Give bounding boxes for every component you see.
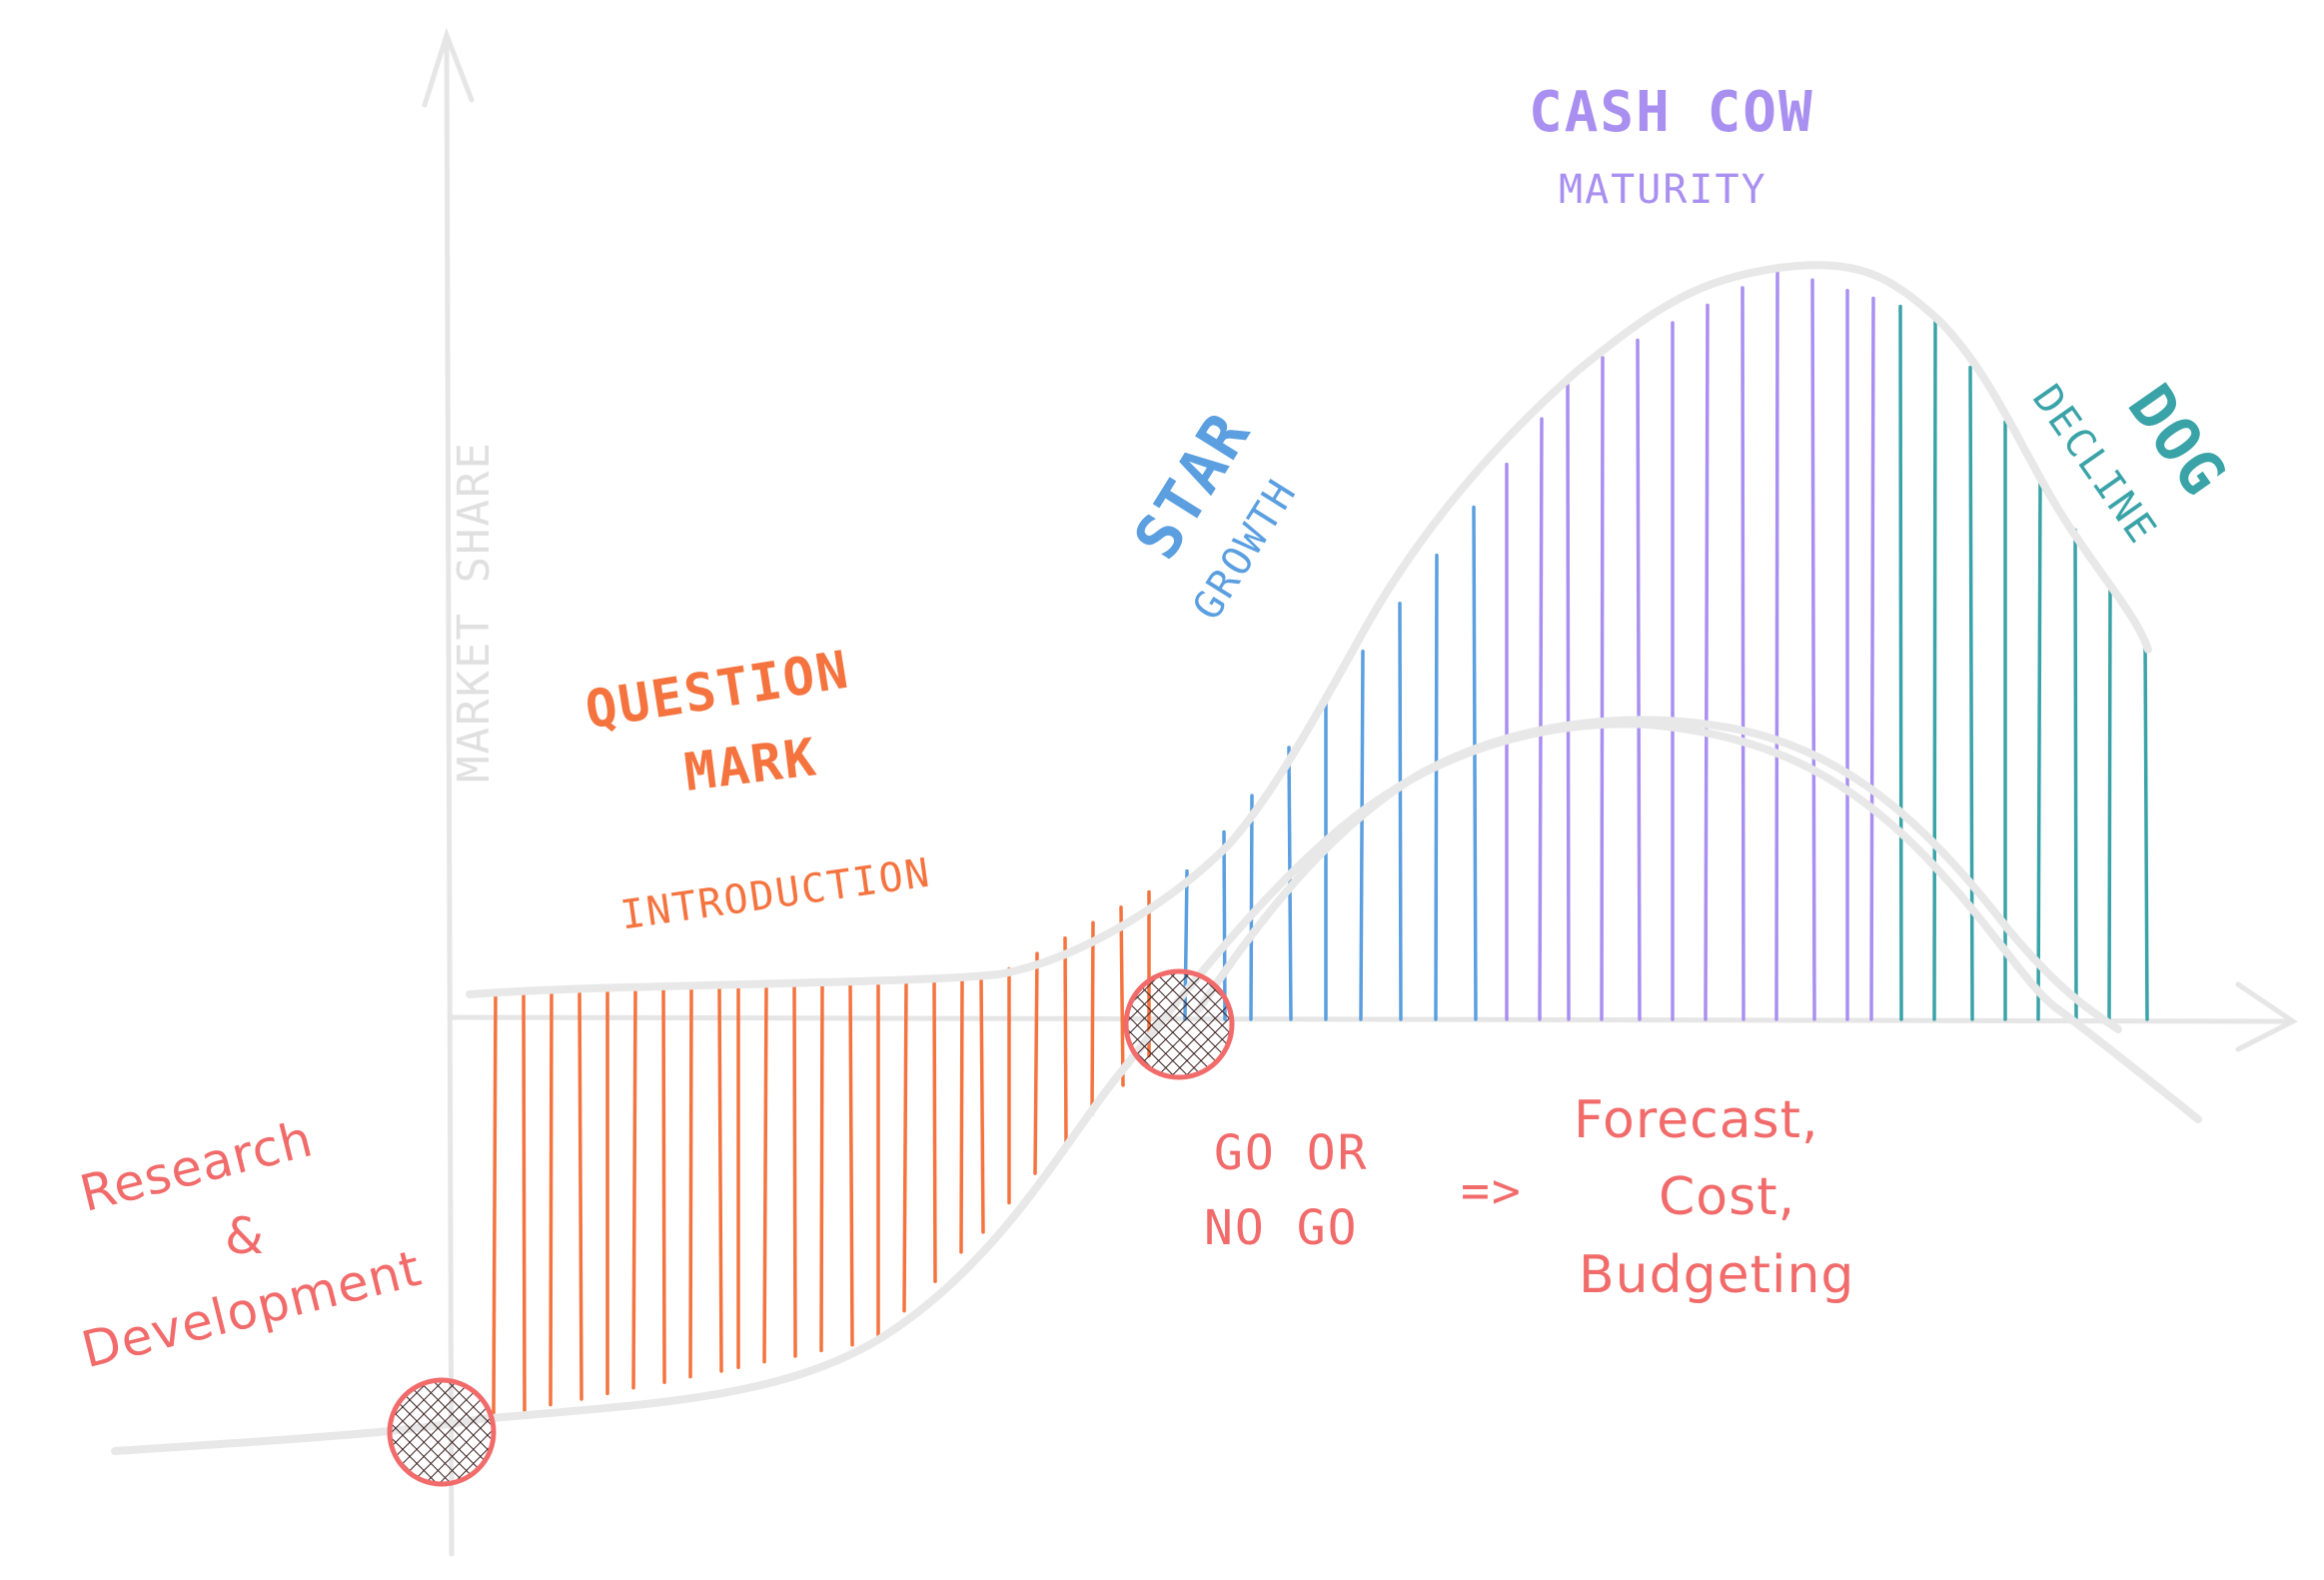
hatch-stroke	[1898, 304, 1903, 1021]
hatch-stroke	[1566, 383, 1571, 1021]
hatch-stroke	[1472, 505, 1478, 1021]
hatch-stroke	[492, 991, 498, 1418]
hatch-stroke	[2107, 582, 2112, 1021]
y-axis-label: MARKET SHARE	[449, 441, 500, 783]
hatch-stroke	[1600, 356, 1605, 1021]
hatch-stroke	[2036, 474, 2042, 1021]
hatch-stroke	[1063, 935, 1068, 1146]
hatch-stroke	[979, 976, 985, 1234]
hatch-stroke	[1704, 303, 1710, 1021]
hatch-stroke	[1222, 829, 1227, 1021]
launch-milestone-icon	[387, 1377, 497, 1487]
hatch-stroke	[1434, 553, 1439, 1021]
hatch-stroke	[1119, 905, 1125, 1087]
hatch-stroke	[1359, 650, 1365, 1021]
cost-label: Cost,	[1659, 1167, 1796, 1227]
hatch-stroke	[2073, 528, 2078, 1021]
go-no-go-milestone-icon	[1123, 968, 1235, 1080]
hatch-stroke	[1774, 268, 1779, 1021]
hatch-stroke	[819, 981, 824, 1353]
revenue-curve	[1195, 716, 2122, 1033]
hatch-stroke	[1968, 365, 1974, 1021]
x-axis-arrow-icon	[2235, 981, 2298, 1052]
lifecycle-upper-curve	[466, 261, 2152, 998]
go-or-label: GO OR	[1214, 1125, 1369, 1181]
forecast-label: Forecast,	[1574, 1090, 1819, 1150]
curves	[111, 261, 2202, 1455]
hatch-stroke	[2143, 637, 2149, 1021]
hatch-stroke	[1398, 601, 1403, 1021]
hatch-stroke	[932, 978, 937, 1283]
hatch-stroke	[1033, 951, 1039, 1175]
milestone-markers	[387, 968, 1235, 1487]
hatch-stroke	[792, 982, 797, 1358]
hatch-stroke	[661, 986, 666, 1384]
y-axis-arrow-icon	[422, 27, 475, 108]
stage-hatching	[492, 268, 2149, 1418]
hatch-stroke	[1932, 315, 1937, 1021]
hatch-stroke	[1090, 920, 1095, 1117]
hatch-stroke	[902, 979, 908, 1313]
hatch-stroke	[762, 983, 768, 1364]
hatch-stroke	[959, 977, 964, 1254]
hatch-stroke	[717, 984, 723, 1373]
hatch-stroke	[549, 989, 554, 1407]
budgeting-label: Budgeting	[1579, 1245, 1855, 1305]
hatch-stroke	[631, 987, 637, 1390]
hatch-stroke	[688, 985, 693, 1379]
ampersand-label: &	[225, 1207, 265, 1265]
hatch-stroke	[1869, 296, 1875, 1021]
hatch-stroke	[848, 980, 854, 1347]
hatch-stroke	[1810, 278, 1816, 1021]
hatch-stroke	[578, 988, 583, 1401]
x-axis	[447, 1014, 2291, 1024]
lifecycle-lower-curve	[111, 720, 2202, 1455]
implies-arrow: =>	[1461, 1163, 1523, 1219]
hatch-stroke	[1249, 793, 1254, 1021]
cash-cow-title: CASH COW	[1529, 80, 1814, 145]
hatch-stroke	[522, 990, 527, 1412]
no-go-label: NO GO	[1204, 1200, 1359, 1256]
hatch-stroke	[1538, 417, 1544, 1021]
axes	[422, 27, 2298, 1557]
question-mark-title-line2: MARK	[680, 728, 821, 803]
y-axis	[444, 32, 455, 1557]
maturity-label: MATURITY	[1559, 167, 1767, 213]
hatch-stroke	[1636, 338, 1642, 1021]
